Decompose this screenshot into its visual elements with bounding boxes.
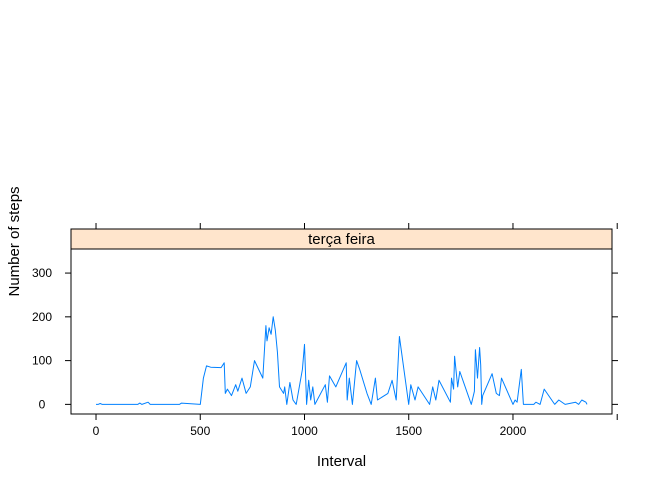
series-layer [96,316,588,405]
y-axis: 0 100 200 300 [32,266,618,411]
y-axis-title: Number of steps [6,186,23,296]
plot-panel [70,248,613,415]
x-tick-label: 500 [190,424,210,438]
x-axis-title: Interval [317,453,366,470]
y-tick-label: 300 [32,266,52,280]
x-tick-label: 1000 [291,424,318,438]
x-tick-label: 2000 [500,424,527,438]
x-tick-label: 0 [93,424,100,438]
y-tick-label: 200 [32,310,52,324]
x-tick-label: 1500 [395,424,422,438]
series-line [96,316,588,405]
y-tick-label: 100 [32,354,52,368]
x-axis: 0 500 1000 1500 2000 [93,223,618,438]
panel-strip-label: terça feira [308,231,375,248]
panel-strip: terça feira [70,228,613,250]
y-tick-label: 0 [39,397,46,411]
